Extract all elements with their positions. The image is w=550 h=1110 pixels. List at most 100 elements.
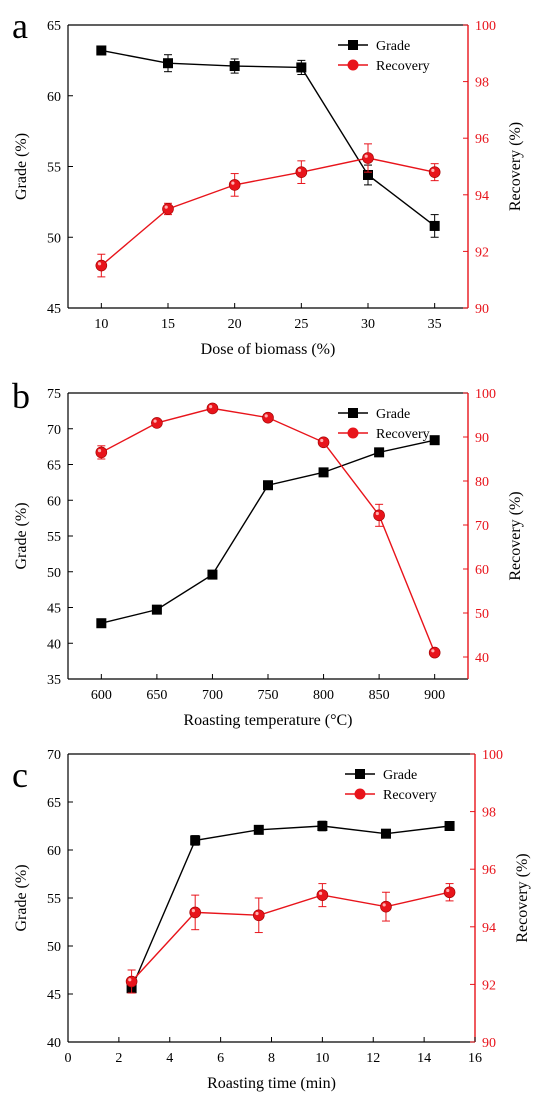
recovery-marker bbox=[189, 906, 201, 919]
grade-marker bbox=[96, 618, 107, 629]
recovery-marker-highlight bbox=[128, 978, 132, 982]
legend-marker-recovery bbox=[347, 59, 359, 71]
y2-tick-label: 40 bbox=[475, 651, 489, 666]
x-tick-label: 12 bbox=[366, 1051, 380, 1066]
grade-marker bbox=[96, 45, 107, 56]
y2-tick-label: 100 bbox=[475, 19, 496, 34]
recovery-marker-highlight bbox=[320, 438, 324, 443]
y2-tick-label: 94 bbox=[482, 921, 496, 936]
y-tick-label: 60 bbox=[47, 844, 61, 859]
recovery-marker bbox=[95, 446, 108, 459]
grade-marker bbox=[207, 569, 218, 580]
panel-letter-c: c bbox=[12, 755, 28, 795]
legend-label: Recovery bbox=[376, 427, 430, 442]
grade-marker bbox=[253, 824, 264, 835]
y-tick-label: 60 bbox=[47, 494, 61, 509]
y-tick-label: 45 bbox=[47, 602, 61, 617]
x-tick-label: 16 bbox=[468, 1051, 482, 1066]
y-tick-label: 50 bbox=[47, 566, 61, 581]
x-tick-label: 850 bbox=[369, 688, 390, 703]
y2-tick-label: 90 bbox=[475, 431, 489, 446]
recovery-marker bbox=[362, 152, 374, 164]
y-tick-label: 60 bbox=[47, 90, 61, 105]
y-tick-label: 45 bbox=[47, 988, 61, 1003]
x-tick-label: 8 bbox=[268, 1051, 275, 1066]
recovery-marker bbox=[380, 900, 392, 913]
recovery-marker-highlight bbox=[297, 168, 302, 172]
chart-panel-a: 10 15 20 25 30 35 45 50 55 60 65 90 92 94 96 98 100 Dose … bbox=[13, 19, 524, 358]
recovery-marker-highlight bbox=[431, 649, 435, 653]
y2-axis-label: Recovery (%) bbox=[514, 853, 531, 942]
y-tick-label: 50 bbox=[47, 940, 61, 955]
y-tick-label: 50 bbox=[47, 231, 61, 246]
series-line-recovery bbox=[131, 891, 450, 982]
y-axis-label: Grade (%) bbox=[13, 502, 30, 569]
x-tick-label: 900 bbox=[424, 688, 445, 703]
recovery-marker-highlight bbox=[209, 405, 213, 409]
x-tick-label: 750 bbox=[258, 688, 279, 703]
x-tick-label: 35 bbox=[428, 317, 442, 332]
x-tick-label: 15 bbox=[161, 317, 175, 332]
grade-marker bbox=[163, 58, 173, 69]
recovery-marker-highlight bbox=[382, 903, 386, 907]
x-tick-label: 0 bbox=[65, 1051, 72, 1066]
recovery-marker bbox=[252, 909, 265, 922]
x-tick-label: 10 bbox=[94, 317, 108, 332]
legend-marker-grade bbox=[348, 408, 358, 418]
grade-marker bbox=[429, 220, 440, 231]
recovery-marker bbox=[206, 402, 219, 415]
x-tick-label: 20 bbox=[228, 317, 242, 332]
y2-tick-label: 96 bbox=[475, 132, 489, 147]
y-tick-label: 65 bbox=[47, 796, 61, 811]
grade-marker bbox=[318, 467, 329, 478]
x-axis-label: Dose of biomass (%) bbox=[201, 341, 336, 358]
y2-tick-label: 100 bbox=[475, 387, 496, 402]
chart-panel-b: 600 650 700 750 800 850 900 35 40 45 50 55 60 65 70 75 4… bbox=[13, 387, 524, 729]
recovery-marker bbox=[228, 179, 241, 191]
recovery-marker bbox=[317, 436, 330, 449]
y-tick-label: 65 bbox=[47, 19, 61, 34]
y-tick-label: 65 bbox=[47, 459, 61, 474]
y-tick-label: 55 bbox=[47, 530, 61, 545]
recovery-marker bbox=[95, 259, 108, 272]
y2-tick-label: 92 bbox=[482, 978, 496, 993]
x-tick-label: 2 bbox=[115, 1051, 122, 1066]
recovery-marker bbox=[125, 975, 138, 988]
grade-marker bbox=[190, 835, 201, 846]
legend-marker-recovery bbox=[347, 427, 359, 439]
legend-marker-grade bbox=[355, 769, 365, 779]
y2-tick-label: 98 bbox=[475, 76, 489, 91]
x-tick-label: 6 bbox=[217, 1051, 224, 1066]
series-line-recovery bbox=[101, 407, 436, 653]
recovery-marker-highlight bbox=[231, 181, 235, 185]
y2-tick-label: 50 bbox=[475, 607, 489, 622]
x-axis-label: Roasting time (min) bbox=[207, 1075, 336, 1092]
y2-tick-label: 60 bbox=[475, 563, 489, 578]
y2-tick-label: 90 bbox=[482, 1036, 496, 1051]
legend-label: Grade bbox=[376, 407, 410, 422]
series-line-recovery bbox=[100, 157, 435, 267]
y2-axis-label: Recovery (%) bbox=[507, 122, 524, 211]
series-line-grade bbox=[130, 825, 450, 989]
y2-tick-label: 100 bbox=[482, 748, 503, 763]
y2-tick-label: 98 bbox=[482, 806, 496, 821]
recovery-marker-highlight bbox=[97, 449, 102, 453]
recovery-marker-highlight bbox=[191, 909, 195, 913]
recovery-marker-highlight bbox=[446, 888, 450, 893]
x-tick-label: 14 bbox=[417, 1051, 431, 1066]
x-tick-label: 700 bbox=[202, 688, 223, 703]
recovery-marker bbox=[428, 646, 441, 659]
y-tick-label: 75 bbox=[47, 387, 61, 402]
recovery-marker bbox=[151, 417, 163, 429]
y-tick-label: 35 bbox=[47, 673, 61, 688]
chart-panel-c: 0 2 4 6 8 10 12 14 16 40 45 50 55 60 65 70 90 92 94 96 98 100… bbox=[13, 748, 531, 1092]
y-tick-label: 55 bbox=[47, 161, 61, 176]
y-tick-label: 45 bbox=[47, 302, 61, 317]
grade-marker bbox=[229, 61, 240, 72]
recovery-marker-highlight bbox=[255, 911, 259, 916]
recovery-marker bbox=[443, 886, 456, 899]
grade-marker bbox=[151, 604, 162, 615]
panel-letter-b: b bbox=[12, 376, 30, 416]
grade-marker bbox=[429, 435, 440, 446]
